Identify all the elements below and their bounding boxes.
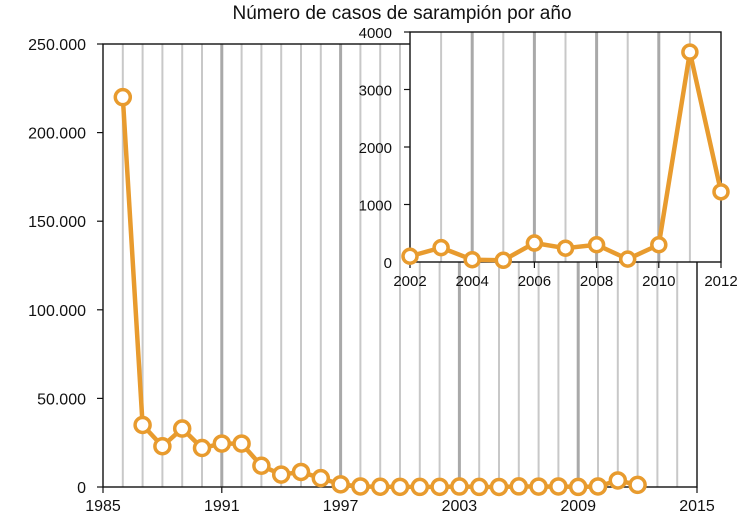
main-data-point: [351, 477, 370, 496]
main-y-tick-label: 100.000: [28, 303, 86, 320]
main-x-tick-label: 2015: [679, 498, 715, 515]
main-data-point: [628, 475, 647, 495]
inset-data-point: [650, 236, 668, 254]
main-data-point: [390, 477, 410, 497]
main-y-tick-label: 50.000: [37, 391, 86, 408]
inset-y-tick-label: 3000: [359, 83, 392, 100]
main-data-point: [529, 477, 548, 496]
main-data-point: [331, 475, 350, 494]
inset-data-point: [556, 239, 575, 257]
main-data-point: [370, 477, 390, 496]
main-x-tick-label: 2003: [442, 498, 478, 515]
main-data-point: [212, 434, 232, 453]
inset-data-point: [401, 247, 419, 265]
inset-x-tick-label: 2006: [518, 273, 551, 290]
main-data-point: [410, 477, 430, 497]
main-data-point: [430, 477, 449, 497]
inset-data-point: [494, 251, 513, 270]
main-data-point: [192, 438, 212, 458]
main-data-point: [588, 477, 608, 496]
inset-y-tick-label: 0: [384, 255, 392, 272]
main-x-tick-label: 1985: [85, 498, 121, 515]
chart-title: Número de casos de sarampión por año: [232, 3, 571, 24]
main-data-point: [311, 468, 331, 488]
main-y-tick-label: 0: [77, 480, 86, 497]
main-data-point: [271, 465, 291, 484]
inset-data-point: [587, 236, 606, 254]
main-data-point: [291, 462, 311, 482]
inset-x-tick-label: 2012: [704, 273, 737, 290]
inset-x-tick-label: 2010: [642, 273, 675, 290]
main-data-point: [153, 436, 172, 456]
main-y-tick-label: 250.000: [28, 37, 86, 54]
inset-data-point: [525, 234, 544, 252]
main-y-tick-label: 200.000: [28, 126, 86, 143]
main-data-point: [509, 477, 529, 496]
main-data-point: [113, 87, 133, 107]
main-data-point: [549, 477, 568, 496]
inset-x-tick-label: 2004: [456, 273, 489, 290]
inset-data-point: [712, 183, 730, 201]
inset-chart-group: 0 1000 2000 3000 4000 2002 2004 2006 2008 2010 201…: [359, 25, 738, 290]
main-data-point: [450, 477, 469, 496]
inset-data-point: [618, 250, 637, 268]
inset-data-point: [681, 43, 699, 61]
main-data-point: [252, 456, 271, 475]
main-x-tick-label: 2009: [560, 498, 596, 515]
main-data-point: [232, 434, 251, 453]
main-data-point: [568, 477, 588, 497]
inset-y-tick-label: 2000: [359, 140, 392, 157]
main-data-point: [608, 471, 628, 490]
inset-x-tick-label: 2008: [580, 273, 613, 290]
main-x-tick-label: 1991: [204, 498, 240, 515]
main-data-point: [489, 477, 509, 497]
main-y-tick-label: 150.000: [28, 214, 86, 231]
main-data-point: [469, 477, 489, 497]
inset-data-point: [432, 238, 450, 257]
main-x-tick-label: 1997: [323, 498, 359, 515]
inset-y-tick-label: 1000: [359, 198, 392, 215]
inset-y-tick-label: 4000: [359, 25, 392, 42]
main-data-point: [172, 419, 192, 438]
inset-x-tick-label: 2002: [393, 273, 426, 290]
main-data-point: [133, 415, 152, 435]
inset-data-point: [463, 250, 481, 269]
